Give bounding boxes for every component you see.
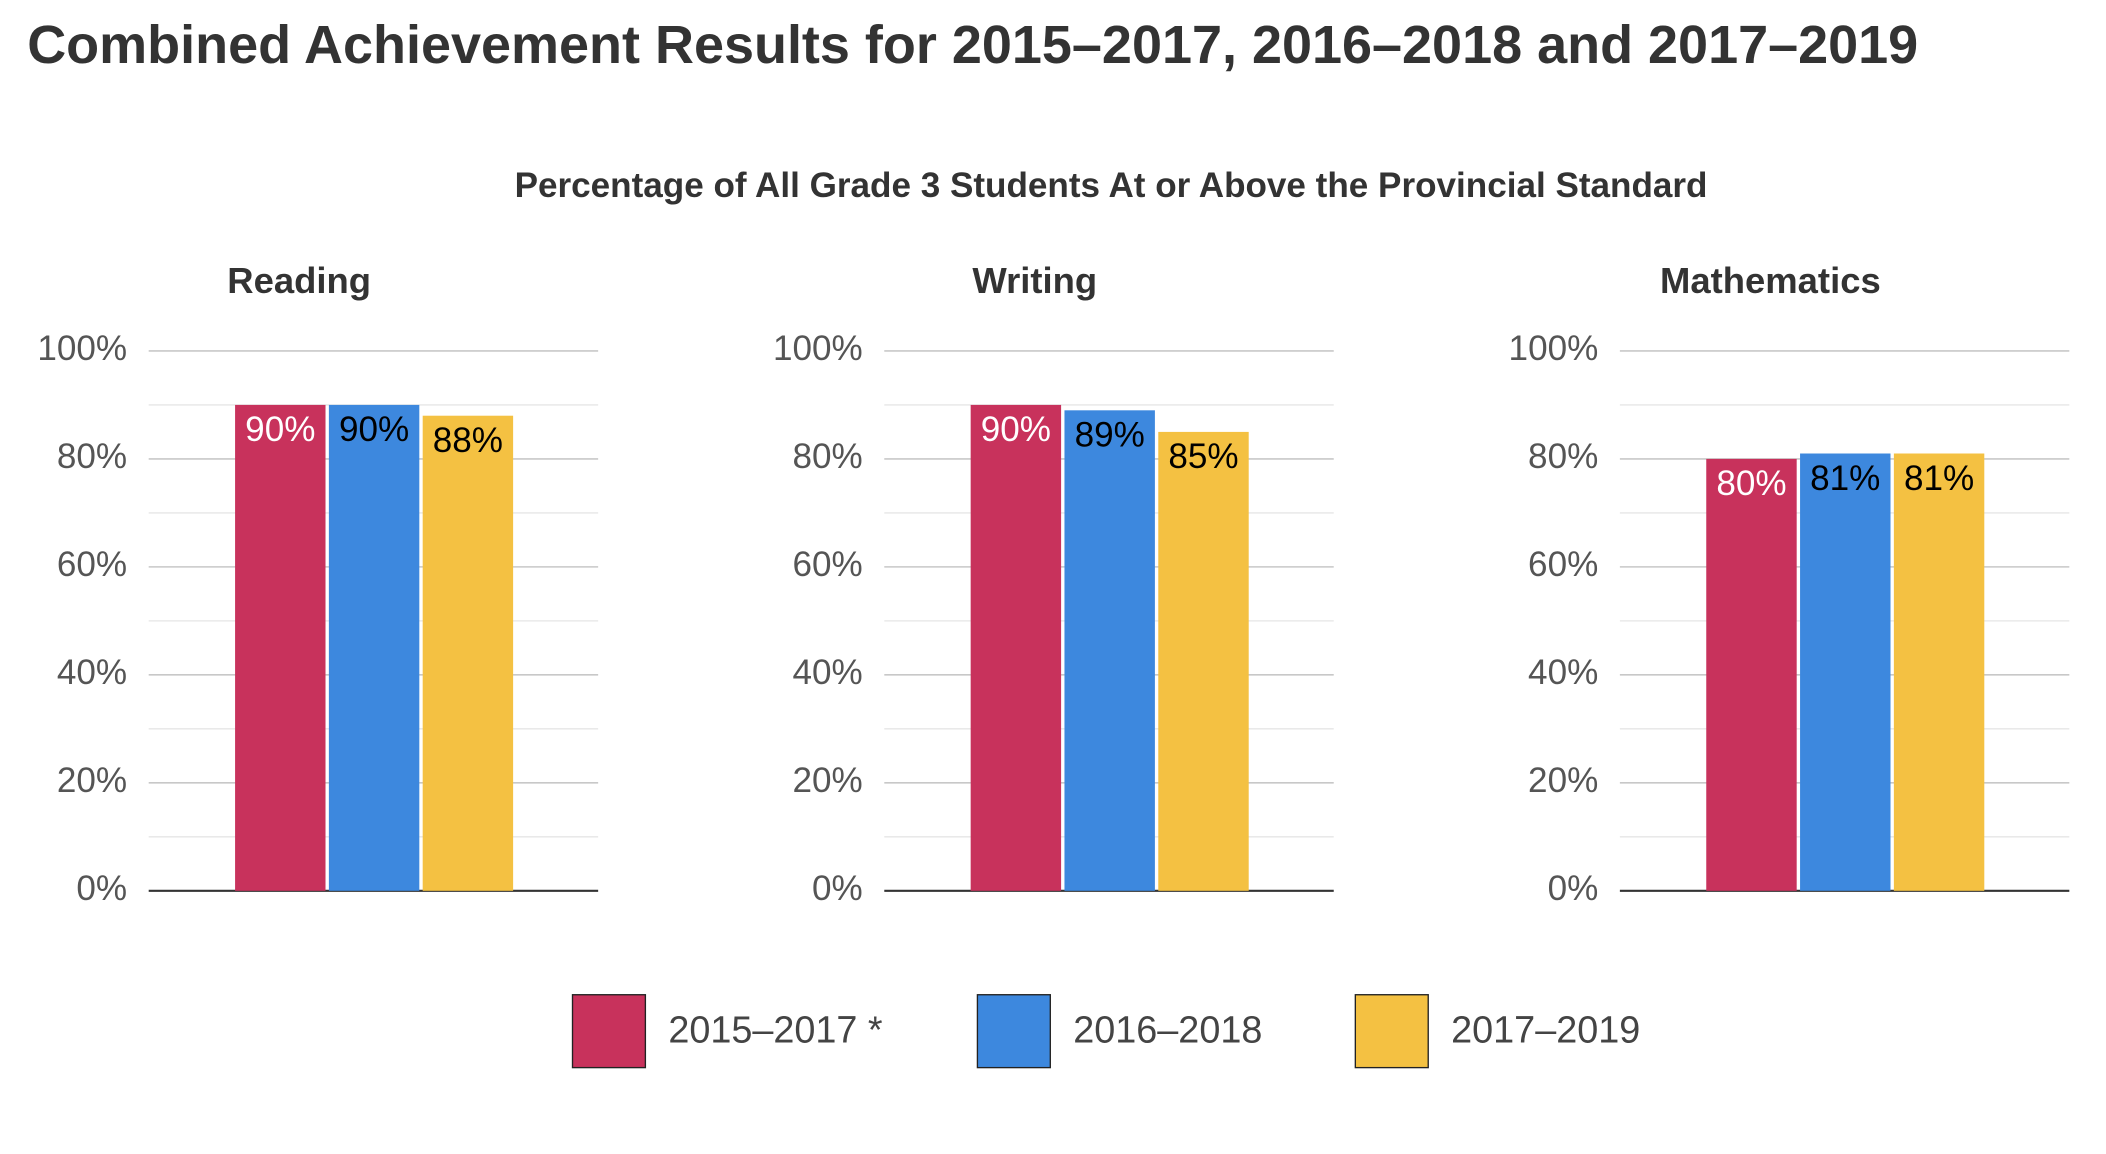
y-tick-label: 100% [773,329,863,368]
bar [1064,410,1155,891]
bar [328,404,420,891]
y-tick-label: 80% [1528,437,1598,476]
legend-label: 2016–2018 [1073,1010,1262,1052]
y-tick-label: 100% [37,329,127,368]
value-label: 85% [1168,437,1238,476]
page-title: Combined Achievement Results for 2015–20… [27,15,1918,75]
value-label: 88% [433,421,503,460]
chart-title: Writing [972,260,1097,301]
value-label: 81% [1904,459,1974,498]
bar [1706,458,1797,891]
value-label: 90% [981,410,1051,449]
y-tick-label: 40% [1528,653,1598,692]
y-tick-label: 100% [1509,329,1599,368]
bar [422,415,514,891]
y-tick-label: 20% [1528,761,1598,800]
legend-swatch [976,994,1051,1069]
legend-swatch [571,994,647,1069]
y-tick-label: 40% [792,653,862,692]
value-label: 81% [1810,459,1880,498]
y-tick-label: 60% [1528,545,1598,584]
legend-swatch [1354,994,1429,1069]
value-label: 89% [1075,416,1145,455]
y-tick-label: 0% [76,869,127,908]
y-tick-label: 80% [57,437,127,476]
legend-label: 2015–2017 * [668,1010,883,1052]
chart-title: Reading [227,260,371,301]
y-tick-label: 40% [57,653,127,692]
subtitle: Percentage of All Grade 3 Students At or… [515,166,1708,205]
y-tick-label: 60% [57,545,127,584]
chart-title: Mathematics [1660,260,1881,301]
y-tick-label: 80% [792,437,862,476]
y-tick-label: 20% [792,761,862,800]
y-tick-label: 0% [1548,869,1599,908]
y-tick-label: 20% [57,761,127,800]
y-tick-label: 0% [812,869,863,908]
bar [1893,453,1985,891]
legend-label: 2017–2019 [1451,1010,1640,1052]
bar [1158,431,1249,891]
value-label: 80% [1716,464,1786,503]
bar [235,404,326,891]
bar [970,404,1062,891]
value-label: 90% [339,410,409,449]
value-label: 90% [245,410,315,449]
bar [1800,453,1891,891]
y-tick-label: 60% [792,545,862,584]
